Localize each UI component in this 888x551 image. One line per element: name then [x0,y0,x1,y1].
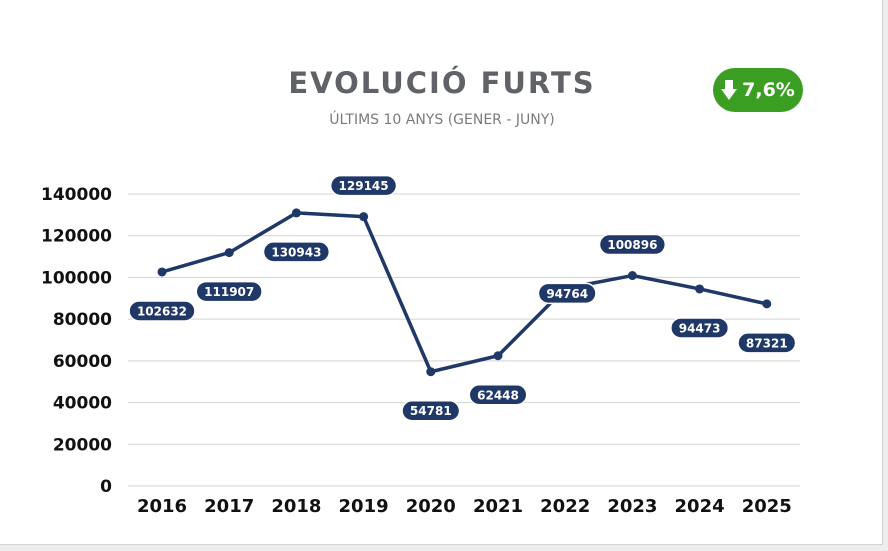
data-label-text: 54781 [410,404,452,418]
x-tick-label: 2021 [473,496,523,517]
x-tick-label: 2022 [540,496,590,517]
series-line [160,211,769,374]
data-label: 94764 [537,282,597,305]
data-label-background [737,332,797,354]
data-label-background [598,233,667,256]
data-label-background [537,282,597,305]
y-tick-label: 140000 [41,185,112,205]
y-tick-label: 60000 [53,352,112,372]
y-tick-label: 40000 [53,394,112,414]
data-label: 102632 [128,300,196,322]
x-tick-label: 2016 [137,496,187,517]
grid-lines [128,193,800,487]
x-tick-label: 2017 [204,496,254,517]
data-point [426,367,436,377]
x-tick-label: 2025 [742,496,792,517]
data-label: 130943 [262,241,331,263]
x-axis: 2016 2017 2018 2019 2020 2021 2022 2023 2024 2025 [137,496,792,517]
data-label-background [195,280,263,303]
y-tick-label: 100000 [41,268,112,288]
data-point [627,271,637,281]
data-label-text: 102632 [137,304,187,318]
data-label-text: 130943 [271,245,321,259]
chart-title: EVOLUCIÓ FURTS [288,66,596,100]
x-tick-label: 2023 [607,496,657,517]
x-tick-label: 2019 [339,496,389,517]
data-label-background [329,174,398,197]
data-point [224,248,234,258]
data-label-text: 87321 [746,336,788,350]
series-line-path [160,211,769,374]
y-tick-label: 120000 [41,227,112,247]
data-label: 94473 [670,317,730,339]
x-tick-label: 2020 [406,496,456,517]
change-badge: 7,6% [713,68,803,112]
x-tick-label: 2018 [271,496,321,517]
data-label: 111907 [195,280,263,303]
y-tick-label: 80000 [53,310,112,330]
data-label-text: 100896 [607,238,657,252]
chart-subtitle: ÚLTIMS 10 ANYS (GENER - JUNY) [329,112,555,128]
data-label: 87321 [737,332,797,354]
data-label-text: 94473 [679,321,721,335]
data-point [762,299,772,309]
y-tick-label: 0 [100,477,112,497]
data-point [695,284,705,294]
data-label-text: 62448 [477,388,519,402]
data-label: 62448 [468,384,528,406]
data-point [291,208,301,218]
y-axis: 0 20000 40000 60000 80000 100000 120000 140000 [41,185,112,497]
data-point [359,212,369,222]
change-badge-value: 7,6% [742,79,795,101]
data-label-text: 94764 [546,287,588,301]
data-label-background [670,317,730,339]
data-label-background [128,300,196,322]
data-point [157,267,167,277]
arrow-down-icon [721,80,738,100]
data-label-text: 129145 [339,179,389,193]
data-point [493,351,503,361]
data-label: 129145 [329,174,398,197]
data-label: 54781 [401,399,461,422]
data-label-background [262,241,331,263]
data-labels: 102632 111907 130943 129145 54781 62448 94764 1… [128,174,797,422]
y-tick-label: 20000 [53,435,112,455]
data-label-background [468,384,528,406]
data-label-text: 111907 [204,285,254,299]
data-label-background [401,399,461,422]
data-label: 100896 [598,233,667,256]
x-tick-label: 2024 [675,496,725,517]
